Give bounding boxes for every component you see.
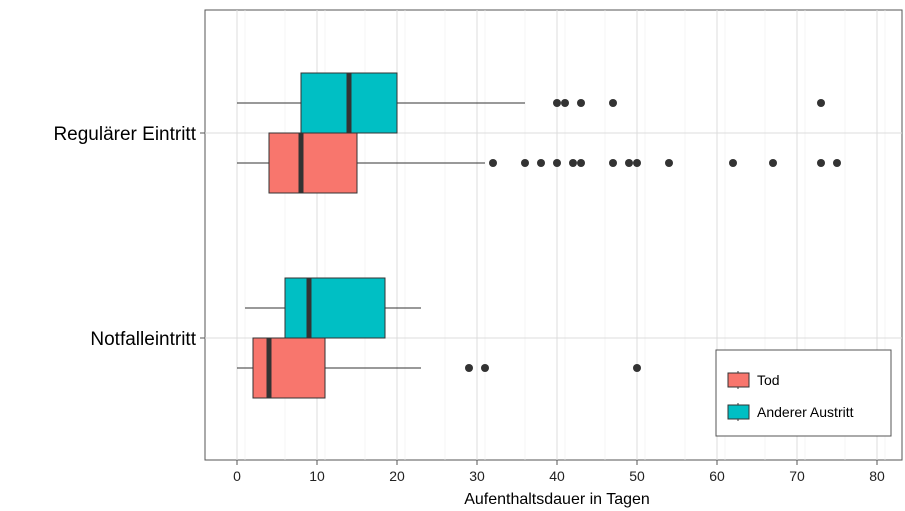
iqr-box-tod-notfalleintritt	[252, 337, 326, 399]
outlier-point-tod-notfalleintritt	[465, 364, 473, 372]
outlier-point-tod-notfalleintritt	[633, 364, 641, 372]
outlier-point-tod-notfalleintritt	[481, 364, 489, 372]
x-tick-label: 40	[549, 468, 565, 484]
x-tick-label: 10	[309, 468, 325, 484]
outlier-point-tod-regulaerer-eintritt	[609, 159, 617, 167]
x-tick-label: 80	[869, 468, 885, 484]
legend-label-anderer-austritt: Anderer Austritt	[757, 404, 854, 420]
outlier-point-tod-regulaerer-eintritt	[537, 159, 545, 167]
x-tick-label: 60	[709, 468, 725, 484]
box-anderer-austritt-notfalleintritt	[245, 277, 421, 339]
x-axis-title: Aufenthaltsdauer in Tagen	[464, 491, 650, 508]
iqr-box-tod-regulaerer-eintritt	[268, 132, 358, 194]
legend-key-tod	[727, 372, 750, 388]
x-tick-label: 70	[789, 468, 805, 484]
x-tick-label: 20	[389, 468, 405, 484]
outlier-point-anderer-austritt-regulaerer-eintritt	[577, 99, 585, 107]
box-anderer-austritt-regulaerer-eintritt	[237, 72, 825, 134]
x-axis-ticks: 0 10 20 30 40 50 60 70 80	[233, 460, 885, 484]
outlier-point-tod-regulaerer-eintritt	[489, 159, 497, 167]
outlier-point-tod-regulaerer-eintritt	[569, 159, 577, 167]
category-label-notfalleintritt: Notfalleintritt	[90, 329, 196, 350]
outlier-point-tod-regulaerer-eintritt	[769, 159, 777, 167]
legend-label-tod: Tod	[757, 372, 780, 388]
box-tod-notfalleintritt	[237, 337, 641, 399]
outlier-point-anderer-austritt-regulaerer-eintritt	[553, 99, 561, 107]
outlier-point-tod-regulaerer-eintritt	[833, 159, 841, 167]
outlier-point-tod-regulaerer-eintritt	[521, 159, 529, 167]
outlier-point-tod-regulaerer-eintritt	[577, 159, 585, 167]
outlier-point-tod-regulaerer-eintritt	[633, 159, 641, 167]
category-label-regulaerer-eintritt: Regulärer Eintritt	[53, 124, 196, 145]
outlier-point-tod-regulaerer-eintritt	[817, 159, 825, 167]
legend-key-anderer-austritt	[727, 404, 750, 420]
iqr-box-anderer-austritt-notfalleintritt	[284, 277, 386, 339]
box-series	[237, 72, 841, 399]
outlier-point-anderer-austritt-regulaerer-eintritt	[817, 99, 825, 107]
legend-box	[715, 349, 892, 437]
outlier-point-anderer-austritt-regulaerer-eintritt	[609, 99, 617, 107]
y-axis-ticks: Regulärer Eintritt Notfalleintritt	[53, 124, 205, 350]
outlier-point-tod-regulaerer-eintritt	[553, 159, 561, 167]
x-tick-label: 30	[469, 468, 485, 484]
x-tick-label: 0	[233, 468, 241, 484]
outlier-point-tod-regulaerer-eintritt	[625, 159, 633, 167]
outlier-point-anderer-austritt-regulaerer-eintritt	[561, 99, 569, 107]
x-tick-label: 50	[629, 468, 645, 484]
box-tod-regulaerer-eintritt	[237, 132, 841, 194]
outlier-point-tod-regulaerer-eintritt	[729, 159, 737, 167]
outlier-point-tod-regulaerer-eintritt	[665, 159, 673, 167]
legend: Tod Anderer Austritt	[715, 349, 892, 437]
